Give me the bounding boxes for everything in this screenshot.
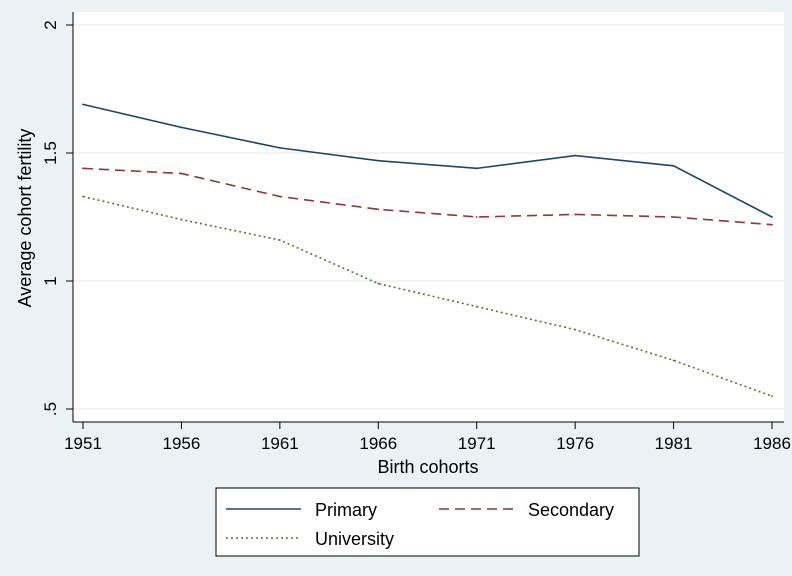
x-tick-label-7: 1986 — [753, 434, 791, 453]
x-tick-label-1: 1956 — [163, 434, 201, 453]
data-point-secondary-1 — [180, 172, 183, 175]
series-lines — [82, 103, 773, 398]
y-axis-title: Average cohort fertility — [15, 129, 35, 308]
data-point-university-1 — [180, 218, 183, 221]
axes: .5 1 1.5 2 1951 1956 1961 1966 1971 1976 1981 1986 — [41, 12, 791, 453]
y-tick-label-1: 1 — [41, 276, 60, 285]
data-point-secondary-2 — [278, 195, 281, 198]
data-point-university-2 — [278, 239, 281, 241]
data-point-university-5 — [574, 328, 577, 331]
data-point-university-0 — [82, 195, 84, 198]
legend-box — [215, 487, 640, 557]
data-point-university-6 — [672, 359, 675, 362]
series-line-primary — [82, 103, 773, 218]
x-axis-title: Birth cohorts — [377, 457, 478, 477]
data-point-university-7 — [771, 395, 773, 398]
data-point-primary-2 — [278, 146, 281, 149]
data-point-secondary-7 — [771, 223, 773, 226]
data-point-secondary-5 — [574, 213, 577, 216]
data-point-secondary-0 — [82, 167, 84, 170]
x-tick-label-5: 1976 — [556, 434, 594, 453]
series-line-secondary — [82, 167, 773, 226]
data-point-primary-3 — [377, 159, 380, 162]
data-point-primary-7 — [771, 216, 773, 218]
y-tick-label-3: 2 — [41, 20, 60, 29]
legend-label-secondary: Secondary — [528, 500, 614, 520]
legend: Primary Secondary University — [215, 487, 640, 557]
x-tick-label-0: 1951 — [64, 434, 102, 453]
x-tick-label-2: 1961 — [261, 434, 299, 453]
data-point-primary-0 — [82, 103, 84, 106]
data-point-primary-1 — [180, 126, 183, 129]
plot-area — [73, 12, 784, 422]
legend-label-university: University — [315, 529, 394, 549]
data-point-secondary-6 — [672, 216, 675, 218]
y-tick-label-0: .5 — [41, 402, 60, 416]
x-tick-label-4: 1971 — [458, 434, 496, 453]
data-point-university-4 — [475, 305, 478, 308]
data-point-secondary-4 — [475, 216, 478, 218]
legend-label-primary: Primary — [315, 500, 377, 520]
data-point-secondary-3 — [377, 208, 380, 211]
x-tick-label-6: 1981 — [655, 434, 693, 453]
gridlines — [73, 24, 784, 410]
data-point-university-3 — [377, 282, 380, 285]
y-tick-label-2: 1.5 — [41, 141, 60, 165]
data-point-primary-6 — [672, 164, 675, 167]
data-point-primary-4 — [475, 167, 478, 170]
data-point-primary-5 — [574, 154, 577, 157]
x-tick-label-3: 1966 — [359, 434, 397, 453]
